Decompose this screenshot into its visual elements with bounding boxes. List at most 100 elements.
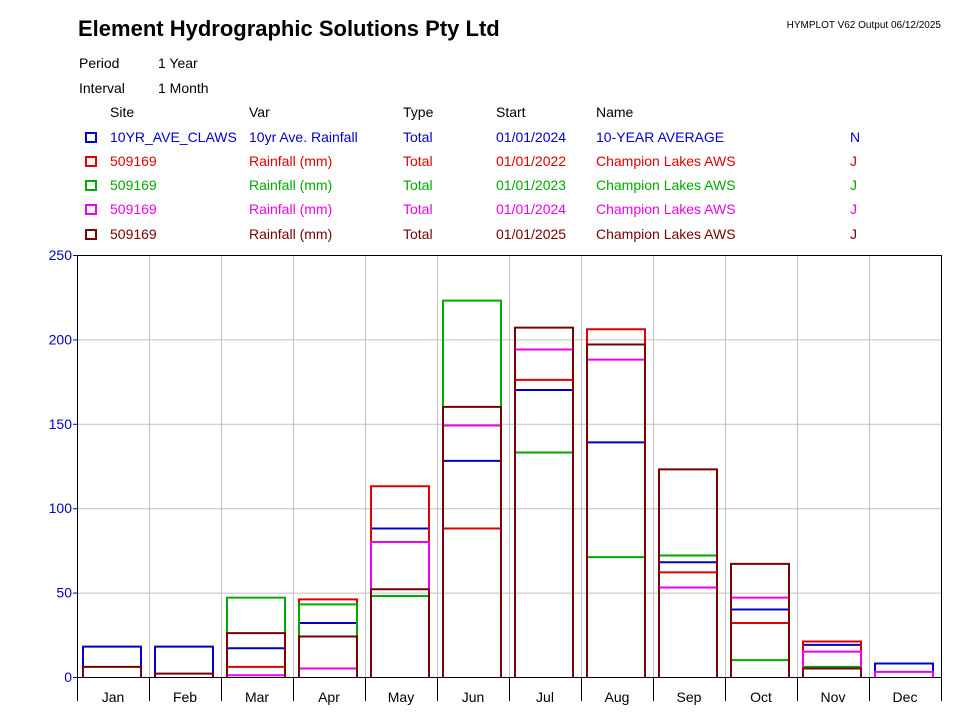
bar [370, 588, 430, 677]
bar [442, 299, 502, 677]
x-tick-label: Jan [102, 689, 125, 705]
bar [874, 662, 934, 677]
bar [154, 672, 214, 677]
bar [370, 540, 430, 677]
legend-name: 10-YEAR AVERAGE [596, 129, 725, 145]
bar [802, 640, 862, 677]
bar [442, 405, 502, 677]
bar [514, 348, 574, 677]
bar [370, 485, 430, 677]
legend-type: Total [403, 177, 433, 193]
bar [658, 468, 718, 677]
x-tick-label: Apr [318, 689, 340, 705]
x-tick-label: Jun [462, 689, 485, 705]
legend-row: 10YR_AVE_CLAWS 10yr Ave. Rainfall Total … [0, 129, 968, 149]
legend-swatch [85, 180, 97, 191]
bar [586, 358, 646, 677]
bar [586, 441, 646, 677]
legend-start: 01/01/2023 [496, 177, 567, 193]
legend-type: Total [403, 129, 433, 145]
bar [658, 586, 718, 677]
legend-name: Champion Lakes AWS [596, 201, 736, 217]
bar [730, 562, 790, 677]
bar [802, 643, 862, 677]
legend-flag: J [850, 153, 857, 169]
bar [442, 424, 502, 677]
y-tick-label: 0 [64, 669, 72, 685]
legend-header-name: Name [596, 104, 634, 120]
x-tick-label: May [388, 689, 414, 705]
bar [586, 556, 646, 677]
bar [82, 645, 142, 677]
bar [370, 594, 430, 677]
x-tick-label: Jul [536, 689, 554, 705]
legend-site: 509169 [110, 201, 157, 217]
bar [514, 326, 574, 677]
bar [586, 328, 646, 677]
bar [226, 632, 286, 677]
legend-var: Rainfall (mm) [249, 177, 333, 193]
x-tick-label: Mar [245, 689, 269, 705]
bar [442, 459, 502, 677]
y-tick-label: 50 [56, 585, 72, 601]
legend-flag: J [850, 201, 857, 217]
bar [514, 389, 574, 677]
legend-row: 509169 Rainfall (mm) Total 01/01/2024 Ch… [0, 201, 968, 221]
legend-var: Rainfall (mm) [249, 201, 333, 217]
interval-row: Interval 1 Month [79, 80, 209, 96]
bar [226, 674, 286, 677]
legend-header: Site Var Type Start Name [0, 104, 968, 124]
legend-start: 01/01/2024 [496, 129, 567, 145]
bar [658, 554, 718, 677]
chart-title: Element Hydrographic Solutions Pty Ltd [78, 16, 500, 41]
legend-row: 509169 Rainfall (mm) Total 01/01/2022 Ch… [0, 153, 968, 173]
y-tick-label: 250 [49, 247, 73, 263]
x-tick-label: Sep [677, 689, 702, 705]
legend-flag: J [850, 226, 857, 242]
interval-value: 1 Month [158, 80, 209, 96]
bar [730, 659, 790, 677]
bar [298, 603, 358, 677]
bar [442, 527, 502, 677]
bar [226, 647, 286, 677]
legend-start: 01/01/2022 [496, 153, 567, 169]
x-tick-label: Feb [173, 689, 197, 705]
bar [514, 451, 574, 677]
y-tick-label: 200 [49, 331, 73, 347]
bar [226, 596, 286, 677]
legend-name: Champion Lakes AWS [596, 153, 736, 169]
legend-flag: J [850, 177, 857, 193]
legend-name: Champion Lakes AWS [596, 226, 736, 242]
legend-row: 509169 Rainfall (mm) Total 01/01/2025 Ch… [0, 226, 968, 246]
legend-start: 01/01/2024 [496, 201, 567, 217]
x-tick-label: Dec [893, 689, 918, 705]
legend-site: 509169 [110, 226, 157, 242]
bar [802, 650, 862, 677]
legend-site: 10YR_AVE_CLAWS [110, 129, 237, 145]
bar [586, 343, 646, 677]
legend-header-type: Type [403, 104, 434, 120]
bar [874, 670, 934, 677]
legend-row: 509169 Rainfall (mm) Total 01/01/2023 Ch… [0, 177, 968, 197]
output-info: HYMPLOT V62 Output 06/12/2025 [786, 20, 941, 31]
x-tick-label: Aug [605, 689, 630, 705]
x-tick-label: Nov [821, 689, 846, 705]
legend-type: Total [403, 201, 433, 217]
bar [370, 527, 430, 677]
y-tick-label: 150 [49, 416, 73, 432]
y-tick-label: 100 [49, 500, 73, 516]
legend-header-var: Var [249, 104, 270, 120]
legend-header-site: Site [110, 104, 135, 120]
legend-start: 01/01/2025 [496, 226, 567, 242]
bar [730, 621, 790, 677]
bar [658, 561, 718, 677]
legend-swatch [85, 132, 97, 143]
interval-label: Interval [79, 80, 125, 96]
legend-site: 509169 [110, 153, 157, 169]
legend-header-start: Start [496, 104, 526, 120]
legend-name: Champion Lakes AWS [596, 177, 736, 193]
bar [802, 667, 862, 677]
legend-swatch [85, 156, 97, 167]
period-row: Period 1 Year [79, 55, 198, 71]
